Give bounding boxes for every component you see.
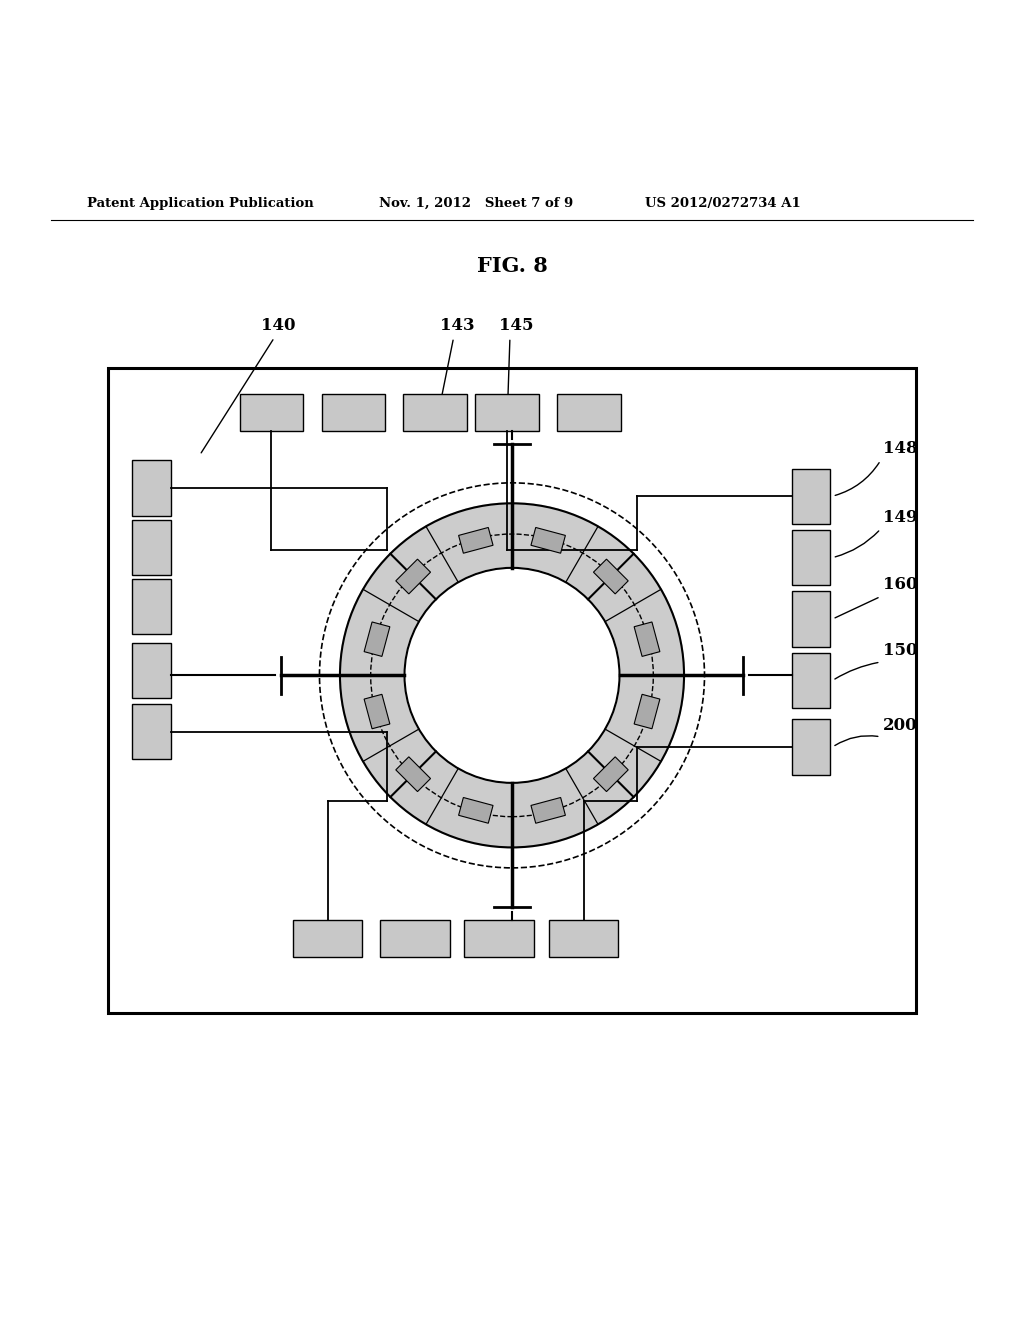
- FancyBboxPatch shape: [365, 622, 390, 656]
- Text: 149: 149: [883, 508, 918, 525]
- FancyBboxPatch shape: [531, 528, 565, 553]
- Text: US 2012/0272734 A1: US 2012/0272734 A1: [645, 197, 801, 210]
- Bar: [464, 920, 534, 957]
- Bar: [132, 520, 171, 576]
- Bar: [403, 393, 467, 430]
- Bar: [132, 579, 171, 635]
- Text: 140: 140: [261, 317, 296, 334]
- Text: 143: 143: [440, 317, 475, 334]
- Text: FIG. 8: FIG. 8: [476, 256, 548, 276]
- FancyBboxPatch shape: [459, 528, 493, 553]
- FancyBboxPatch shape: [365, 694, 390, 729]
- Bar: [792, 529, 830, 585]
- FancyBboxPatch shape: [531, 797, 565, 824]
- Text: 150: 150: [883, 642, 918, 659]
- Bar: [792, 719, 830, 775]
- Bar: [293, 920, 362, 957]
- Bar: [549, 920, 618, 957]
- Text: 200: 200: [883, 717, 918, 734]
- Bar: [132, 461, 171, 516]
- FancyBboxPatch shape: [594, 756, 628, 792]
- Text: Patent Application Publication: Patent Application Publication: [87, 197, 313, 210]
- Bar: [132, 643, 171, 698]
- Text: 148: 148: [883, 441, 918, 457]
- Text: Nov. 1, 2012   Sheet 7 of 9: Nov. 1, 2012 Sheet 7 of 9: [379, 197, 573, 210]
- FancyBboxPatch shape: [396, 560, 430, 594]
- Bar: [792, 653, 830, 708]
- Bar: [792, 469, 830, 524]
- Bar: [322, 393, 385, 430]
- Text: 160: 160: [883, 577, 918, 594]
- FancyBboxPatch shape: [459, 797, 493, 824]
- Bar: [792, 591, 830, 647]
- Bar: [475, 393, 539, 430]
- FancyBboxPatch shape: [634, 622, 659, 656]
- FancyBboxPatch shape: [634, 694, 659, 729]
- Circle shape: [404, 568, 620, 783]
- Bar: [240, 393, 303, 430]
- FancyBboxPatch shape: [594, 560, 628, 594]
- Bar: [557, 393, 621, 430]
- Bar: [132, 704, 171, 759]
- Bar: [108, 368, 916, 1014]
- Circle shape: [340, 503, 684, 847]
- Bar: [380, 920, 450, 957]
- Text: 145: 145: [499, 317, 534, 334]
- FancyBboxPatch shape: [396, 756, 430, 792]
